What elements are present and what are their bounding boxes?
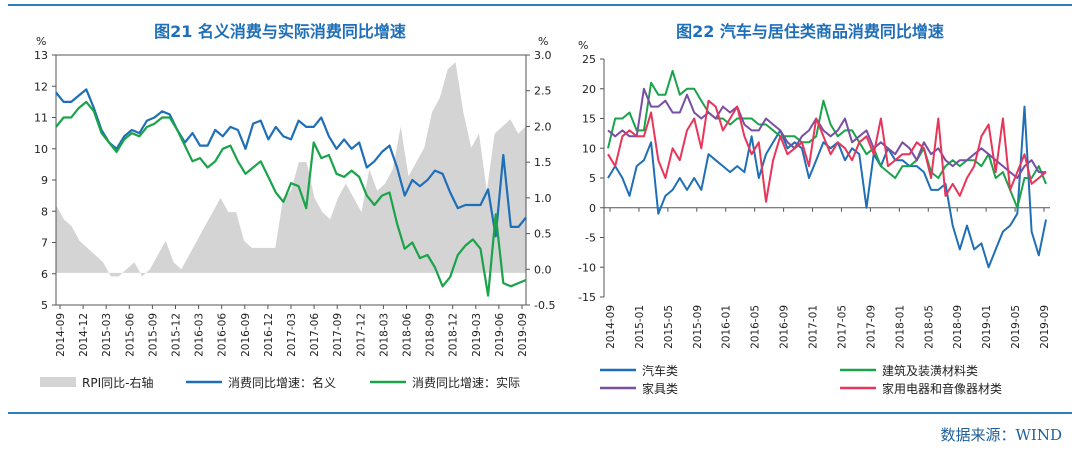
chart1-x-tick-label: 2019-09	[517, 313, 529, 357]
chart1-right-tick-label: 0.0	[534, 263, 552, 276]
chart1-x-tick-label: 2016-03	[194, 313, 206, 357]
chart2-x-tick-label: 2015-05	[663, 305, 675, 349]
chart1-right-tick-label: 2.5	[534, 85, 552, 98]
chart1-x-tick-label: 2017-03	[286, 313, 298, 357]
chart1-x-tick-label: 2014-12	[78, 313, 90, 357]
chart2-x-tick-label: 2016-05	[750, 305, 762, 349]
chart1-x-tick-label: 2016-09	[240, 313, 252, 357]
chart2-x-tick-label: 2019-05	[1010, 305, 1022, 349]
legend-rpi-label: RPI同比-右轴	[82, 375, 153, 390]
chart2-title: 图22 汽车与居住类商品消费同比增速	[676, 22, 944, 41]
building-materials-line	[607, 69, 1047, 209]
chart1-left-tick-label: 5	[41, 299, 48, 312]
legend-auto-label: 汽车类	[642, 363, 678, 378]
chart1-right-tick-label: 0.5	[534, 228, 552, 241]
chart1-x-tick-label: 2016-06	[217, 313, 229, 357]
chart1-x-tick-label: 2018-09	[425, 313, 437, 357]
chart1-x-tick-label: 2015-03	[101, 313, 113, 357]
chart1-right-tick-label: 1.0	[534, 192, 552, 205]
chart1-left-tick-label: 10	[34, 143, 48, 156]
chart1-x-tick-label: 2018-06	[402, 313, 414, 357]
legend-rpi-swatch	[40, 377, 76, 387]
chart1-left-tick-label: 13	[34, 49, 48, 62]
chart2-x-tick-label: 2014-09	[605, 305, 617, 349]
chart1-right-tick-label: 2.0	[534, 120, 552, 133]
chart1-left-tick-label: 9	[41, 174, 48, 187]
chart1-left-tick-label: 8	[41, 205, 48, 218]
chart2-x-tick-label: 2018-01	[894, 305, 906, 349]
chart1-x-tick-label: 2019-06	[494, 313, 506, 357]
chart2-x-tick-label: 2019-09	[1039, 305, 1051, 349]
chart1-left-tick-label: 7	[41, 237, 48, 250]
chart1-x-tick-label: 2014-09	[55, 313, 67, 357]
chart2-y-tick-label: -5	[585, 232, 596, 245]
legend-nominal-label: 消费同比增速：名义	[228, 375, 336, 390]
chart1-plot: 13 12 11 10 9 8 7 6 5 3.0 2.5 2.0 1.5 1.0 0.5 0.0 -0.5%%…	[34, 35, 555, 390]
chart2-x-tick-label: 2017-05	[836, 305, 848, 349]
chart2-x-tick-label: 2018-09	[952, 305, 964, 349]
chart1-right-tick-label: -0.5	[534, 299, 555, 312]
legend-appliances-label: 家用电器和音像器材类	[882, 381, 1002, 396]
chart2-y-tick-label: -15	[578, 291, 596, 304]
chart1-x-tick-label: 2018-03	[378, 313, 390, 357]
chart1-right-unit: %	[538, 35, 548, 48]
rpi-area-series	[56, 62, 526, 277]
chart1-x-tick-label: 2019-03	[471, 313, 483, 357]
bottom-rule	[8, 412, 1072, 414]
chart2-plot: 25 20 15 10 5 0 -5 -10 -15% 2014-09 2015-01 2015-05…	[578, 39, 1051, 396]
chart2-x-tick-label: 2015-09	[692, 305, 704, 349]
chart2-y-tick-label: 25	[582, 53, 596, 66]
appliances-line	[607, 99, 1047, 203]
legend-building-label: 建筑及装潢材料类	[882, 363, 978, 378]
chart1-left-tick-label: 11	[34, 112, 48, 125]
chart1-x-tick-label: 2015-06	[124, 313, 136, 357]
chart1-x-tick-label: 2016-12	[263, 313, 275, 357]
chart1-x-tick-label: 2015-12	[171, 313, 183, 357]
chart2-unit: %	[578, 39, 588, 52]
chart2-x-tick-label: 2016-09	[779, 305, 791, 349]
chart2-x-tick-label: 2017-01	[808, 305, 820, 349]
chart2-x-tick-label: 2015-01	[634, 305, 646, 349]
chart1-x-tick-label: 2017-09	[332, 313, 344, 357]
chart1-x-tick-label: 2017-12	[355, 313, 367, 357]
chart1-x-tick-label: 2015-09	[147, 313, 159, 357]
chart2-y-tick-label: 10	[582, 142, 596, 155]
chart1-right-tick-label: 3.0	[534, 49, 552, 62]
chart2-x-tick-label: 2018-05	[923, 305, 935, 349]
chart1-left-unit: %	[36, 35, 46, 48]
chart1-title: 图21 名义消费与实际消费同比增速	[154, 22, 406, 41]
chart2-x-tick-label: 2019-01	[981, 305, 993, 349]
chart1-x-tick-label: 2018-12	[448, 313, 460, 357]
nominal-consumption-line	[55, 88, 527, 238]
chart1-left-tick-label: 12	[34, 80, 48, 93]
chart1-x-tick-label: 2017-06	[309, 313, 321, 357]
chart1-right-tick-label: 1.5	[534, 156, 552, 169]
legend-furniture-label: 家具类	[642, 381, 678, 396]
source-note: 数据来源：WIND	[940, 426, 1063, 444]
auto-series-line	[607, 105, 1047, 269]
chart2-x-tick-label: 2017-09	[865, 305, 877, 349]
chart2-y-tick-label: 15	[582, 113, 596, 126]
chart2-x-tick-label: 2016-01	[721, 305, 733, 349]
chart1-left-tick-label: 6	[41, 268, 48, 281]
chart2-y-tick-label: 0	[589, 202, 596, 215]
furniture-line	[607, 87, 1046, 179]
chart2-y-tick-label: -10	[578, 261, 596, 274]
chart2-y-tick-label: 20	[582, 83, 596, 96]
chart2-y-tick-label: 5	[589, 172, 596, 185]
real-consumption-line	[55, 100, 527, 297]
legend-real-label: 消费同比增速：实际	[412, 375, 520, 390]
top-rule	[8, 4, 1072, 6]
